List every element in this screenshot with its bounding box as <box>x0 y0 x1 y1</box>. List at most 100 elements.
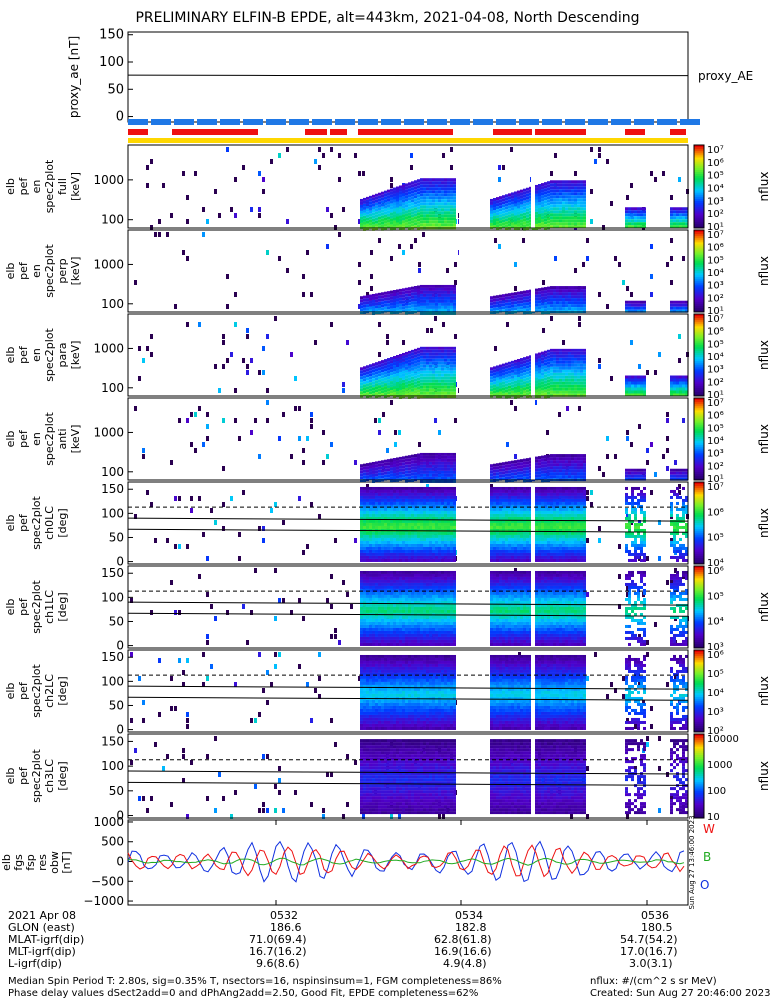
spectrogram-pixel <box>631 381 634 385</box>
spectrogram-pixel <box>362 171 365 176</box>
spectrogram-pixel <box>453 302 456 306</box>
spectrogram-pixel <box>378 543 381 547</box>
spectrogram-pixel <box>666 412 669 417</box>
spectrogram-pixel <box>535 471 538 475</box>
spectrogram-pixel <box>580 381 583 385</box>
spectrogram-pixel <box>369 555 372 559</box>
spectrogram-pixel <box>565 351 568 355</box>
spectrogram-pixel <box>559 466 562 470</box>
spectrogram-pixel <box>538 214 541 218</box>
colorbar-frame-1 <box>693 229 705 313</box>
spectrogram-pixel <box>559 457 562 461</box>
status-bar-blue-seg <box>335 119 355 125</box>
spectrogram-pixel <box>505 492 508 496</box>
spectrogram-pixel <box>577 457 580 461</box>
spectrogram-pixel <box>429 537 432 541</box>
spectrogram-pixel <box>493 390 496 394</box>
spectrogram-pixel <box>520 306 523 310</box>
spectrogram-pixel <box>405 210 408 214</box>
spectrogram-pixel <box>166 232 169 237</box>
spectrogram-pixel <box>190 442 193 447</box>
spectrogram-pixel <box>556 307 559 311</box>
spectrogram-pixel <box>384 489 387 493</box>
spectrogram-pixel <box>429 299 432 303</box>
spectrogram-pixel <box>375 365 378 369</box>
spectrogram-pixel <box>444 311 447 315</box>
spectrogram-pixel <box>405 525 408 529</box>
spectrogram-pixel <box>496 504 499 508</box>
spectrogram-pixel <box>529 370 532 374</box>
spectrogram-pixel <box>435 486 438 490</box>
colorbar-cell <box>694 291 704 295</box>
status-bar-blue-seg <box>496 119 516 125</box>
spectrogram-pixel <box>372 534 375 538</box>
spectrogram-pixel <box>556 475 559 479</box>
spectrogram-pixel <box>405 495 408 499</box>
spectrogram-pixel <box>366 377 369 381</box>
spectrogram-pixel <box>508 470 511 474</box>
spectrogram-pixel <box>544 470 547 474</box>
spectrogram-pixel <box>438 382 441 386</box>
spectrogram-pixel <box>384 465 387 469</box>
spectrogram-pixel <box>405 558 408 562</box>
spectrogram-pixel <box>435 308 438 312</box>
spectrogram-pixel <box>447 376 450 380</box>
spectrogram-pixel <box>643 207 646 211</box>
colorbar-cell <box>694 186 704 190</box>
spectrogram-pixel <box>393 211 396 215</box>
spectrogram-pixel <box>535 220 538 224</box>
spectrogram-pixel <box>511 519 514 523</box>
spectrogram-pixel <box>508 370 511 374</box>
spectrogram-pixel <box>432 558 435 562</box>
spectrogram-pixel <box>673 216 676 220</box>
spectrogram-pixel <box>441 549 444 553</box>
spectrogram-pixel <box>366 466 369 470</box>
spectrogram-pixel <box>438 287 441 291</box>
spectrogram-pixel <box>580 372 583 376</box>
spectrogram-pixel <box>580 454 583 458</box>
spectrogram-pixel <box>550 225 553 229</box>
spectrogram-pixel <box>577 301 580 305</box>
spectrogram-pixel <box>396 489 399 493</box>
spectrogram-pixel <box>381 206 384 210</box>
spectrogram-pixel <box>408 374 411 378</box>
spectrogram-pixel <box>553 289 556 293</box>
spectrogram-pixel <box>396 298 399 302</box>
spectrogram-pixel <box>435 305 438 309</box>
spectrogram-pixel <box>417 206 420 210</box>
spectrogram-pixel <box>375 464 378 468</box>
spectrogram-pixel <box>450 391 453 395</box>
spectrogram-pixel <box>514 392 517 396</box>
spectrogram-pixel <box>553 357 556 361</box>
spectrogram-pixel <box>426 507 429 511</box>
spectrogram-pixel <box>423 284 426 288</box>
spectrogram-pixel <box>429 358 432 362</box>
spectrogram-pixel <box>372 513 375 517</box>
spectrogram-pixel <box>420 458 423 462</box>
spectrogram-pixel <box>679 216 682 220</box>
spectrogram-pixel <box>499 516 502 520</box>
spectrogram-pixel <box>423 507 426 511</box>
spectrogram-pixel <box>426 461 429 465</box>
spectrogram-pixel <box>577 201 580 205</box>
spectrogram-pixel <box>414 301 417 305</box>
spectrogram-pixel <box>499 486 502 490</box>
spectrogram-pixel <box>435 498 438 502</box>
spectrogram-pixel <box>511 466 514 470</box>
spectrogram-pixel <box>574 366 577 370</box>
spectrogram-pixel <box>411 501 414 505</box>
spectrogram-pixel <box>408 368 411 372</box>
spectrogram-pixel <box>640 225 643 229</box>
spectrogram-pixel <box>447 187 450 191</box>
spectrogram-pixel <box>496 227 499 231</box>
spectrogram-pixel <box>290 454 293 459</box>
spectrogram-pixel <box>490 473 493 477</box>
spectrogram-pixel <box>490 555 493 559</box>
spectrogram-pixel <box>453 355 456 359</box>
spectrogram-pixel <box>453 552 456 556</box>
spectrogram-pixel <box>381 507 384 511</box>
spectrogram-pixel <box>634 213 637 217</box>
spectrogram-pixel <box>399 537 402 541</box>
spectrogram-pixel <box>369 367 372 371</box>
spectrogram-pixel <box>493 558 496 562</box>
